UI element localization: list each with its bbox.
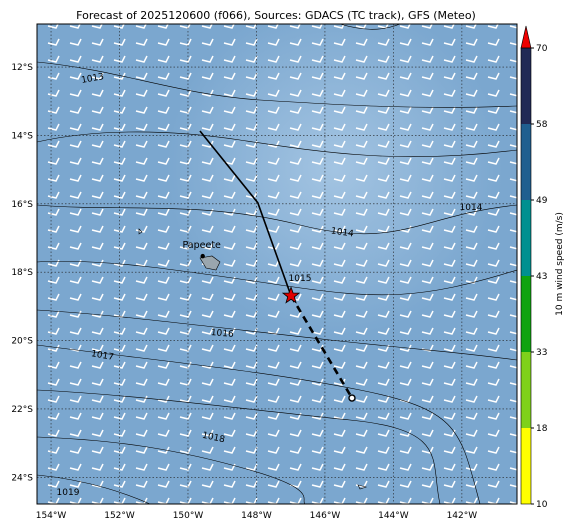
place-label: Papeete (182, 240, 221, 251)
map-frame (36, 23, 518, 505)
map-title: Forecast of 2025120600 (f066), Sources: … (76, 9, 476, 22)
isobars (37, 24, 517, 504)
lat-tick-label: 18°S (11, 268, 33, 278)
colorbar-tick-label: 70 (536, 44, 548, 54)
isobar-label: 1014 (330, 226, 354, 239)
map-area: 1013 1014 1014 1015 1016 1017 1018 1019 Papeete (37, 24, 517, 504)
island (138, 228, 143, 235)
isobar-label: 1018 (201, 431, 226, 446)
place-marker (200, 253, 205, 259)
colorbar-tick-label: 49 (536, 196, 548, 206)
lat-tick-label: 22°S (11, 405, 33, 415)
lon-tick-label: 142°W (447, 511, 478, 521)
colorbar-segment (521, 428, 531, 504)
colorbar-segment (521, 124, 531, 200)
isobar-label: 1019 (57, 488, 80, 498)
isobar-label: 1016 (210, 328, 234, 340)
colorbar-segment (521, 200, 531, 276)
lat-tick-label: 24°S (11, 473, 33, 483)
colorbar-extension (520, 25, 532, 49)
lon-tick-label: 150°W (173, 511, 204, 521)
isobar-label: 1017 (90, 349, 114, 363)
lat-tick-label: 12°S (11, 63, 33, 73)
colorbar-tick-label: 43 (536, 272, 547, 282)
colorbar-tick-label: 18 (536, 424, 548, 434)
lon-tick-label: 154°W (36, 511, 67, 521)
lat-tick-label: 16°S (11, 200, 33, 210)
lat-tick-label: 14°S (11, 131, 33, 141)
lon-tick-label: 146°W (310, 511, 341, 521)
lon-tick-label: 144°W (378, 511, 409, 521)
island (357, 484, 368, 490)
wind-barbs (37, 24, 517, 504)
colorbar-tick-label: 58 (536, 120, 548, 130)
isobar-label: 1014 (460, 203, 483, 213)
colorbar-tick-label: 10 (536, 500, 548, 510)
isobar-label: 1013 (81, 72, 105, 86)
lon-tick-label: 148°W (241, 511, 272, 521)
track-past (199, 130, 292, 297)
current-position (281, 286, 301, 304)
colorbar-segment (521, 352, 531, 428)
colorbar-segment (521, 48, 531, 124)
isobar-label: 1015 (289, 274, 312, 284)
island (199, 255, 221, 271)
colorbar-label: 10 m wind speed (m/s) (555, 212, 565, 316)
lat-tick-label: 20°S (11, 337, 33, 347)
colorbar-segment (521, 276, 531, 352)
lon-tick-label: 152°W (104, 511, 135, 521)
colorbar-tick-label: 33 (536, 348, 547, 358)
track-forecast (289, 295, 354, 399)
storm-symbol (348, 394, 356, 402)
